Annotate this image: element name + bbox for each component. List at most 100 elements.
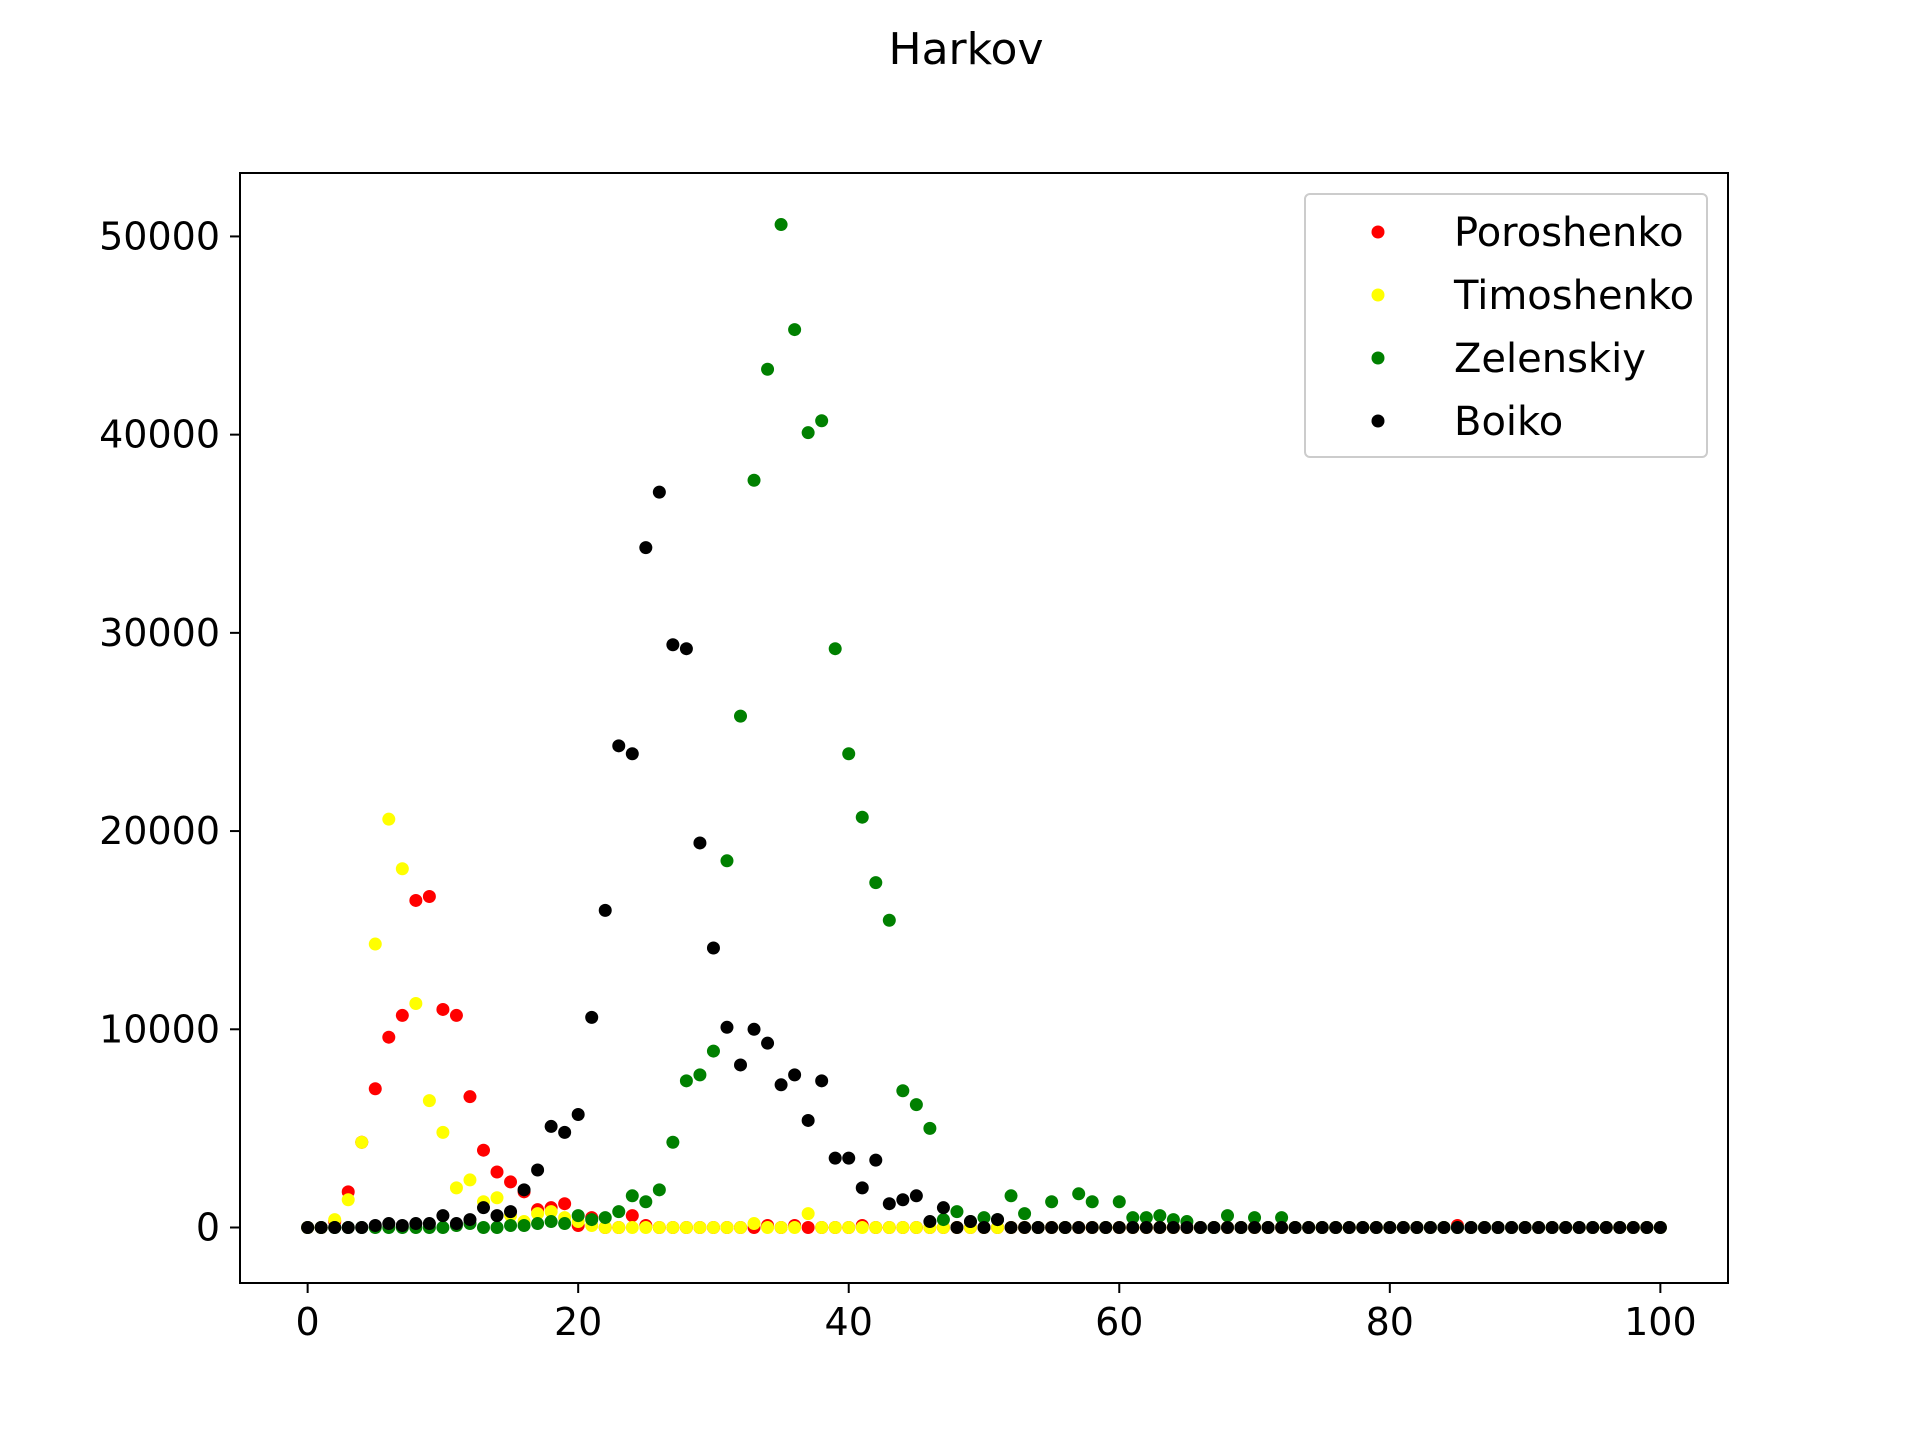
- point-timoshenko: [355, 1135, 369, 1149]
- point-boiko: [909, 1189, 923, 1203]
- point-timoshenko: [368, 937, 382, 951]
- point-boiko: [1126, 1221, 1140, 1234]
- legend-box: [1304, 193, 1708, 458]
- legend-label-poroshenko: Poroshenko: [1454, 210, 1684, 256]
- point-boiko: [544, 1119, 558, 1133]
- point-zelenskiy: [896, 1084, 910, 1098]
- y-tick-label: 10000: [99, 1007, 220, 1051]
- point-timoshenko: [828, 1221, 842, 1234]
- plot-frame: [239, 172, 1729, 1284]
- point-boiko: [1640, 1221, 1654, 1234]
- y-axis: 0 10000 20000 30000 40000 50000: [99, 214, 240, 1250]
- data-points: [301, 218, 1667, 1234]
- point-timoshenko: [422, 1094, 436, 1108]
- point-zelenskiy: [598, 1211, 612, 1225]
- point-boiko: [1031, 1221, 1045, 1234]
- point-zelenskiy: [625, 1189, 639, 1203]
- point-timoshenko: [882, 1221, 896, 1234]
- point-zelenskiy: [612, 1205, 626, 1219]
- point-boiko: [395, 1219, 409, 1233]
- point-boiko: [422, 1217, 436, 1231]
- point-boiko: [1166, 1221, 1180, 1234]
- x-tick-label: 20: [554, 1300, 602, 1344]
- point-timoshenko: [734, 1221, 748, 1234]
- point-boiko: [571, 1108, 585, 1122]
- point-boiko: [1613, 1221, 1627, 1234]
- point-timoshenko: [855, 1221, 869, 1234]
- point-timoshenko: [639, 1221, 653, 1234]
- point-boiko: [449, 1217, 463, 1231]
- point-zelenskiy: [774, 218, 788, 232]
- point-timoshenko: [544, 1205, 558, 1219]
- point-boiko: [977, 1221, 991, 1234]
- point-zelenskiy: [842, 747, 856, 761]
- point-boiko: [1423, 1221, 1437, 1234]
- point-boiko: [368, 1219, 382, 1233]
- point-timoshenko: [801, 1207, 815, 1221]
- legend-label-zelenskiy: Zelenskiy: [1454, 336, 1646, 382]
- point-zelenskiy: [815, 414, 829, 428]
- point-timoshenko: [436, 1125, 450, 1139]
- point-timoshenko: [666, 1221, 680, 1234]
- point-boiko: [788, 1068, 802, 1082]
- point-boiko: [355, 1221, 369, 1234]
- x-tick-label: 80: [1366, 1300, 1414, 1344]
- point-timoshenko: [720, 1221, 734, 1234]
- point-boiko: [1559, 1221, 1573, 1234]
- point-boiko: [1532, 1221, 1546, 1234]
- point-zelenskiy: [1248, 1211, 1262, 1225]
- point-boiko: [1356, 1221, 1370, 1234]
- point-boiko: [815, 1074, 829, 1088]
- legend-marker-poroshenko: [1371, 225, 1385, 239]
- point-timoshenko: [774, 1221, 788, 1234]
- point-poroshenko: [436, 1002, 450, 1016]
- point-boiko: [1018, 1221, 1032, 1234]
- point-boiko: [1112, 1221, 1126, 1234]
- point-boiko: [747, 1022, 761, 1036]
- y-tick-label: 40000: [99, 413, 220, 457]
- point-zelenskiy: [558, 1217, 572, 1231]
- point-poroshenko: [801, 1221, 815, 1234]
- point-boiko: [1288, 1221, 1302, 1234]
- point-boiko: [1153, 1221, 1167, 1234]
- point-boiko: [1261, 1221, 1275, 1234]
- point-boiko: [1315, 1221, 1329, 1234]
- point-zelenskiy: [788, 323, 802, 337]
- point-boiko: [869, 1153, 883, 1167]
- point-boiko: [1302, 1221, 1316, 1234]
- point-boiko: [585, 1010, 599, 1024]
- point-zelenskiy: [544, 1215, 558, 1229]
- point-zelenskiy: [828, 642, 842, 656]
- point-boiko: [1180, 1221, 1194, 1234]
- point-zelenskiy: [747, 473, 761, 487]
- point-timoshenko: [761, 1221, 775, 1234]
- point-poroshenko: [504, 1175, 518, 1189]
- point-boiko: [720, 1020, 734, 1034]
- x-tick-label: 100: [1624, 1300, 1697, 1344]
- point-zelenskiy: [490, 1221, 504, 1234]
- point-timoshenko: [869, 1221, 883, 1234]
- point-boiko: [639, 541, 653, 555]
- y-tick-label: 30000: [99, 611, 220, 655]
- x-tick-label: 0: [296, 1300, 320, 1344]
- point-poroshenko: [368, 1082, 382, 1096]
- point-boiko: [855, 1181, 869, 1195]
- point-boiko: [625, 747, 639, 761]
- point-timoshenko: [490, 1191, 504, 1205]
- point-zelenskiy: [1275, 1211, 1289, 1225]
- point-boiko: [1626, 1221, 1640, 1234]
- point-timoshenko: [395, 862, 409, 876]
- point-boiko: [882, 1197, 896, 1211]
- point-poroshenko: [463, 1090, 477, 1104]
- y-tick-label: 0: [196, 1206, 220, 1250]
- point-boiko: [679, 642, 693, 656]
- point-boiko: [531, 1163, 545, 1177]
- point-poroshenko: [422, 889, 436, 903]
- point-boiko: [950, 1221, 964, 1234]
- point-boiko: [1072, 1221, 1086, 1234]
- point-boiko: [1478, 1221, 1492, 1234]
- point-boiko: [1518, 1221, 1532, 1234]
- point-zelenskiy: [504, 1219, 518, 1233]
- series-boiko: [301, 485, 1667, 1234]
